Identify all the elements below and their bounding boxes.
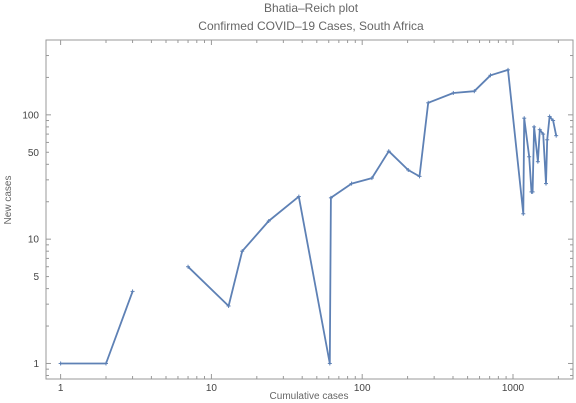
x-tick-label: 1000 — [502, 383, 525, 394]
data-point — [535, 159, 540, 164]
y-tick-label: 1 — [33, 359, 39, 370]
data-point — [522, 116, 527, 121]
data-point — [451, 90, 456, 95]
data-point — [328, 195, 333, 200]
y-tick-label: 10 — [28, 235, 40, 246]
data-point — [541, 132, 546, 137]
y-tick-label: 5 — [33, 272, 39, 283]
data-point — [327, 361, 332, 366]
x-tick-label: 100 — [354, 383, 371, 394]
data-point — [532, 124, 537, 129]
series-line — [187, 69, 558, 365]
chart-title: Bhatia–Reich plot — [264, 1, 359, 15]
data-point — [426, 100, 431, 105]
y-tick-label: 50 — [28, 148, 40, 159]
data-point — [537, 127, 542, 132]
data-point — [551, 118, 556, 123]
data-point — [543, 181, 548, 186]
x-tick-label: 1 — [58, 383, 64, 394]
data-point — [386, 149, 391, 154]
data-point — [266, 218, 271, 223]
data-point — [58, 361, 63, 366]
x-tick-label: 10 — [206, 383, 218, 394]
plot-frame — [45, 39, 574, 380]
chart-subtitle: Confirmed COVID–19 Cases, South Africa — [198, 19, 424, 33]
data-point — [488, 73, 493, 78]
data-point — [369, 176, 374, 181]
data-point — [506, 67, 511, 72]
data-point — [296, 194, 301, 199]
y-tick-label: 100 — [22, 110, 39, 121]
x-axis: 1 10 100 1000 — [58, 40, 559, 394]
data-point — [406, 168, 411, 173]
data-point — [547, 114, 552, 119]
data-point — [349, 181, 354, 186]
data-point — [226, 303, 231, 308]
data-point — [472, 89, 477, 94]
y-axis-label: New cases — [3, 176, 14, 225]
data-point — [240, 249, 245, 254]
data-point — [417, 174, 422, 179]
data-point — [130, 289, 135, 294]
data-point — [521, 211, 526, 216]
series-line — [60, 291, 134, 365]
data-point — [530, 189, 535, 194]
data-point — [186, 264, 191, 269]
y-axis: 1 5 10 50 100 — [22, 39, 573, 377]
x-axis-label: Cumulative cases — [270, 391, 349, 402]
data-point — [554, 133, 559, 138]
series-layer — [58, 67, 559, 366]
data-point — [104, 361, 109, 366]
data-point — [527, 154, 532, 159]
data-point — [545, 137, 550, 142]
